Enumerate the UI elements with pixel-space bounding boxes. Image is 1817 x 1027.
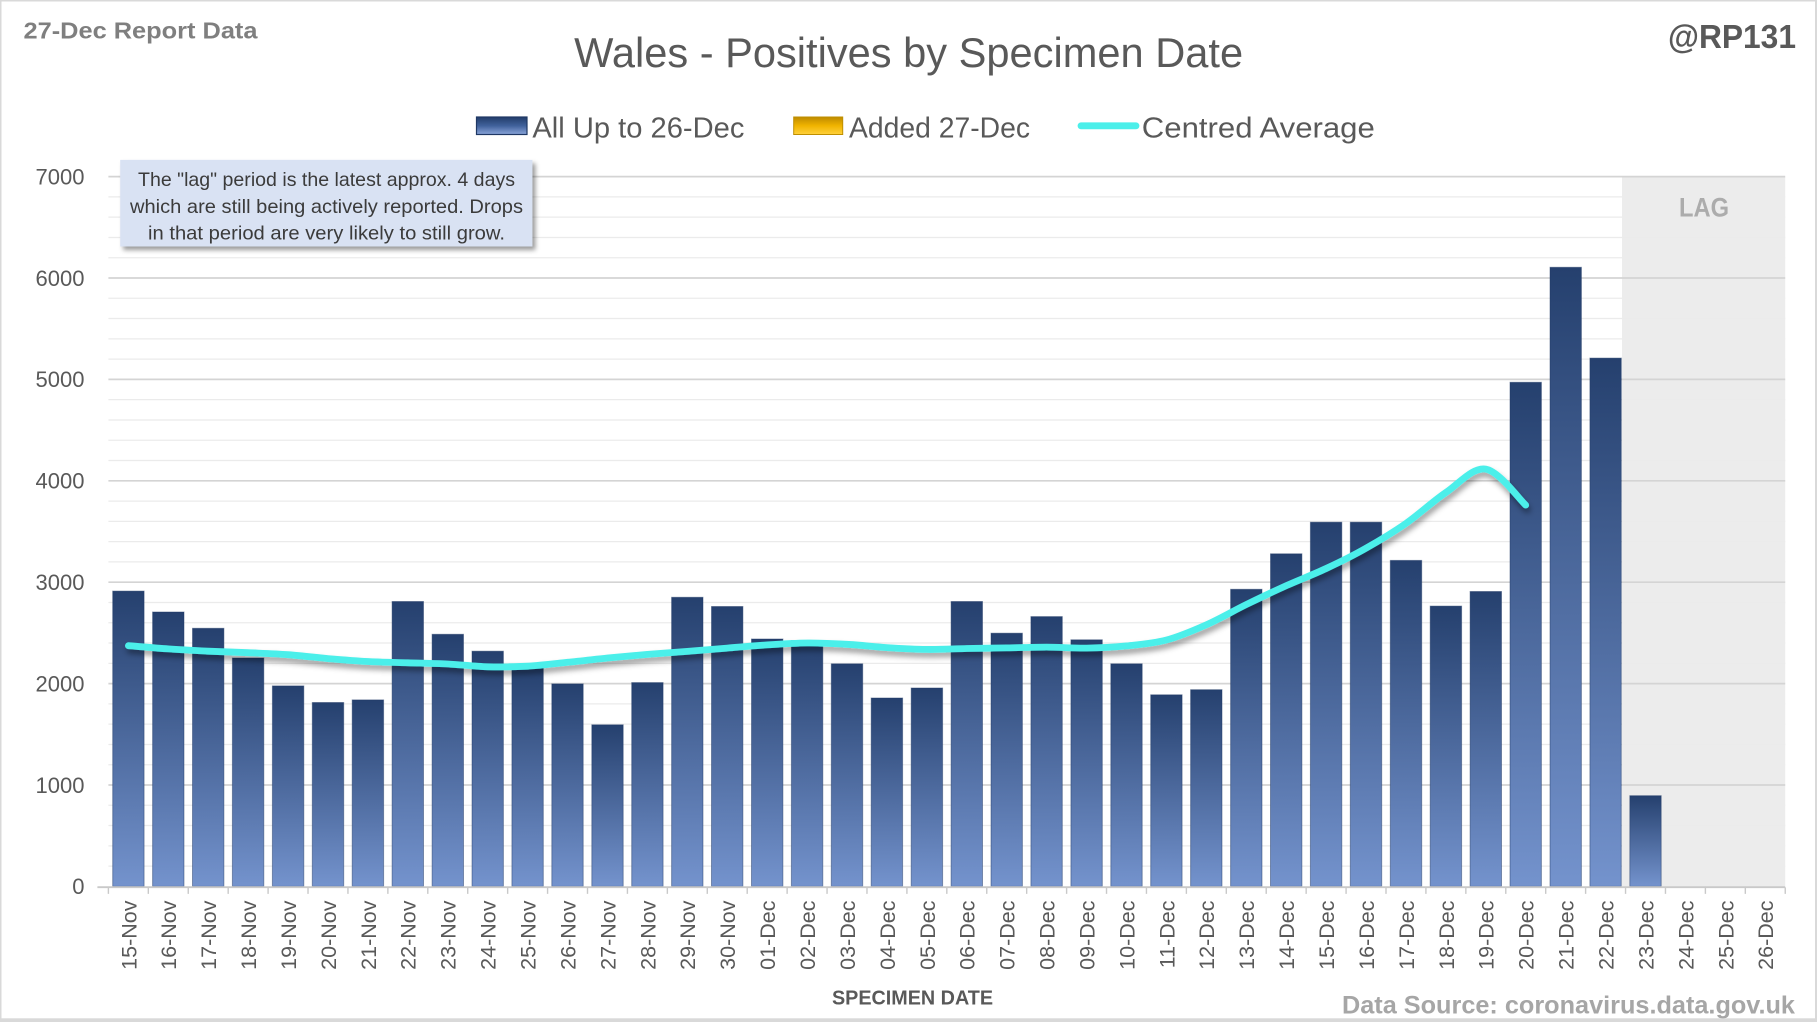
svg-text:06-Dec: 06-Dec bbox=[956, 900, 980, 970]
svg-text:28-Nov: 28-Nov bbox=[636, 900, 660, 970]
svg-text:15-Dec: 15-Dec bbox=[1315, 900, 1339, 970]
svg-text:in that period are very likely: in that period are very likely to still … bbox=[148, 223, 505, 245]
svg-text:29-Nov: 29-Nov bbox=[676, 900, 700, 970]
svg-text:04-Dec: 04-Dec bbox=[876, 900, 900, 970]
svg-text:6000: 6000 bbox=[36, 266, 85, 291]
svg-text:The "lag" period is the latest: The "lag" period is the latest approx. 4… bbox=[138, 169, 515, 191]
svg-text:7000: 7000 bbox=[36, 164, 85, 189]
svg-text:Wales - Positives by Specimen: Wales - Positives by Specimen Date bbox=[574, 29, 1243, 76]
svg-text:16-Dec: 16-Dec bbox=[1355, 900, 1379, 970]
svg-text:22-Nov: 22-Nov bbox=[397, 900, 421, 970]
svg-text:20-Nov: 20-Nov bbox=[317, 900, 341, 970]
svg-text:which are still being actively: which are still being actively reported.… bbox=[129, 196, 523, 218]
svg-text:27-Dec Report Data: 27-Dec Report Data bbox=[24, 18, 258, 44]
svg-text:13-Dec: 13-Dec bbox=[1235, 900, 1259, 970]
svg-text:22-Dec: 22-Dec bbox=[1595, 900, 1619, 970]
svg-text:17-Nov: 17-Nov bbox=[197, 900, 221, 970]
svg-text:24-Dec: 24-Dec bbox=[1674, 900, 1698, 970]
svg-text:LAG: LAG bbox=[1679, 193, 1729, 223]
svg-text:03-Dec: 03-Dec bbox=[836, 900, 860, 970]
svg-text:25-Nov: 25-Nov bbox=[517, 900, 541, 970]
svg-text:07-Dec: 07-Dec bbox=[996, 900, 1020, 970]
svg-text:27-Nov: 27-Nov bbox=[596, 900, 620, 970]
svg-text:18-Dec: 18-Dec bbox=[1435, 900, 1459, 970]
svg-text:12-Dec: 12-Dec bbox=[1195, 900, 1219, 970]
svg-text:All Up to 26-Dec: All Up to 26-Dec bbox=[532, 113, 744, 145]
svg-text:4000: 4000 bbox=[36, 469, 85, 494]
svg-text:18-Nov: 18-Nov bbox=[237, 900, 261, 970]
svg-text:3000: 3000 bbox=[36, 570, 85, 595]
svg-text:SPECIMEN DATE: SPECIMEN DATE bbox=[832, 986, 993, 1009]
svg-text:@RP131: @RP131 bbox=[1668, 18, 1796, 55]
svg-text:Data Source: coronavirus.data.: Data Source: coronavirus.data.gov.uk bbox=[1342, 992, 1795, 1020]
svg-text:02-Dec: 02-Dec bbox=[796, 900, 820, 970]
svg-text:08-Dec: 08-Dec bbox=[1036, 900, 1060, 970]
svg-text:21-Dec: 21-Dec bbox=[1555, 900, 1579, 970]
svg-text:01-Dec: 01-Dec bbox=[756, 900, 780, 970]
svg-text:10-Dec: 10-Dec bbox=[1115, 900, 1139, 970]
svg-text:09-Dec: 09-Dec bbox=[1076, 900, 1100, 970]
svg-text:23-Nov: 23-Nov bbox=[437, 900, 461, 970]
svg-text:19-Nov: 19-Nov bbox=[277, 900, 301, 970]
svg-text:23-Dec: 23-Dec bbox=[1634, 900, 1658, 970]
svg-text:15-Nov: 15-Nov bbox=[117, 900, 141, 970]
svg-text:Centred Average: Centred Average bbox=[1142, 113, 1375, 145]
svg-text:0: 0 bbox=[72, 874, 84, 899]
svg-text:11-Dec: 11-Dec bbox=[1155, 900, 1179, 968]
svg-text:26-Nov: 26-Nov bbox=[556, 900, 580, 970]
svg-text:5000: 5000 bbox=[36, 367, 85, 392]
svg-text:17-Dec: 17-Dec bbox=[1395, 900, 1419, 970]
svg-text:14-Dec: 14-Dec bbox=[1275, 900, 1299, 970]
svg-text:24-Nov: 24-Nov bbox=[477, 900, 501, 970]
svg-text:1000: 1000 bbox=[36, 773, 85, 798]
svg-text:16-Nov: 16-Nov bbox=[157, 900, 181, 970]
svg-text:20-Dec: 20-Dec bbox=[1515, 900, 1539, 970]
svg-text:26-Dec: 26-Dec bbox=[1754, 900, 1778, 970]
svg-text:19-Dec: 19-Dec bbox=[1475, 900, 1499, 970]
svg-text:21-Nov: 21-Nov bbox=[357, 900, 381, 970]
svg-text:05-Dec: 05-Dec bbox=[916, 900, 940, 970]
svg-text:Added 27-Dec: Added 27-Dec bbox=[849, 113, 1030, 145]
svg-text:25-Dec: 25-Dec bbox=[1714, 900, 1738, 970]
svg-text:30-Nov: 30-Nov bbox=[716, 900, 740, 970]
svg-text:2000: 2000 bbox=[36, 671, 85, 696]
